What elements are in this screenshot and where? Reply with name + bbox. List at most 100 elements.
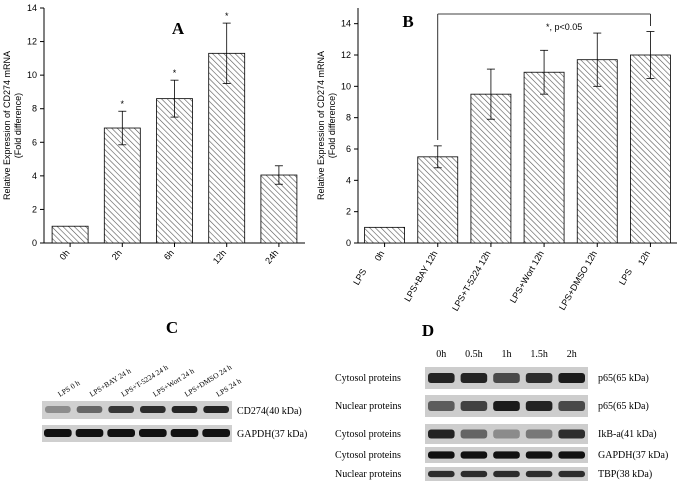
- band: [428, 401, 455, 411]
- y-axis-label: (Fold difference): [13, 93, 23, 158]
- band-gapdh: [107, 429, 135, 437]
- y-tick-label: 10: [27, 70, 37, 80]
- band: [460, 401, 488, 411]
- band: [428, 470, 455, 478]
- band-gapdh: [170, 429, 199, 437]
- bar: [576, 59, 618, 244]
- y-tick-label: 8: [346, 113, 351, 123]
- x-tick-label: 6h: [162, 248, 176, 262]
- band: [428, 451, 455, 459]
- y-tick-label: 6: [346, 144, 351, 154]
- row-left-label: Nuclear proteins: [335, 401, 401, 412]
- y-axis-label: Relative Expression of CD274 mRNA: [316, 51, 326, 200]
- y-tick-label: 14: [341, 19, 351, 29]
- timepoint-label: 2h: [567, 349, 577, 360]
- bar: [51, 225, 89, 244]
- y-tick-label: 12: [341, 50, 351, 60]
- y-axis-label: Relative Expression of CD274 mRNA: [2, 51, 12, 200]
- band-cd274: [171, 406, 198, 413]
- blot-d: D0h 0.5h 1h 1.5h 2h Cytosol proteins p65(65 kD…: [335, 321, 668, 481]
- row-label: GAPDH(37 kDa): [237, 429, 307, 440]
- y-tick-label: 2: [32, 204, 37, 214]
- row-left-label: Cytosol proteins: [335, 450, 401, 461]
- band: [428, 373, 455, 383]
- row-right-label: IkB-a(41 kDa): [598, 429, 657, 440]
- band: [525, 451, 553, 459]
- band-gapdh: [202, 429, 230, 437]
- band-gapdh: [44, 429, 72, 437]
- row-left-label: Nuclear proteins: [335, 469, 401, 480]
- band: [558, 373, 585, 383]
- y-tick-label: 14: [27, 3, 37, 13]
- band: [493, 451, 520, 459]
- panel-label-d: D: [422, 321, 434, 340]
- significance-mark: *: [121, 99, 125, 109]
- bar: [523, 71, 565, 244]
- band: [493, 401, 520, 411]
- band-cd274: [108, 406, 134, 413]
- row-left-label: Cytosol proteins: [335, 429, 401, 440]
- y-tick-label: 4: [32, 171, 37, 181]
- band-cd274: [203, 406, 229, 413]
- lane-label: LPS 24 h: [214, 376, 243, 399]
- timepoint-label: 1.5h: [530, 349, 548, 360]
- band: [460, 451, 488, 459]
- significance-mark: *: [173, 68, 177, 78]
- band-cd274: [140, 406, 166, 413]
- x-tick-label: 0h: [373, 249, 387, 263]
- chart-b: 0 2 4 6 8 10 12 14 Relative Expression of CD274 …: [316, 8, 677, 313]
- x-tick-label: LPS: [617, 267, 634, 287]
- x-tick-label: 12h: [211, 248, 228, 266]
- panel-label-c: C: [166, 318, 178, 337]
- lane-label: LPS 0 h: [56, 378, 81, 399]
- band: [460, 373, 488, 383]
- band: [558, 451, 585, 459]
- band: [558, 470, 585, 478]
- timepoint-label: 0h: [436, 349, 446, 360]
- x-tick-label: 24h: [263, 248, 280, 266]
- bar: [364, 226, 405, 244]
- band: [493, 470, 520, 478]
- bar: [103, 127, 141, 244]
- band: [428, 429, 455, 439]
- band: [460, 470, 488, 478]
- y-tick-label: 4: [346, 175, 351, 185]
- band: [460, 429, 488, 439]
- blot-strip: [425, 424, 588, 444]
- significance-mark: *: [225, 11, 229, 21]
- chart-a: 0 2 4 6 8 10 12 14 Relative Expression of CD274 …: [2, 3, 305, 266]
- band: [558, 429, 585, 439]
- band: [525, 401, 553, 411]
- bar: [630, 54, 671, 244]
- x-tick-label: 12h: [636, 249, 652, 267]
- y-tick-label: 2: [346, 207, 351, 217]
- band-cd274: [76, 406, 103, 413]
- band: [493, 373, 520, 383]
- x-tick-label: LPS+T-5224 12h: [450, 249, 493, 313]
- y-axis-label: (Fold difference): [327, 93, 337, 158]
- row-right-label: TBP(38 kDa): [598, 469, 652, 480]
- row-left-label: Cytosol proteins: [335, 373, 401, 384]
- band-cd274: [45, 406, 71, 413]
- band-gapdh: [139, 429, 167, 437]
- row-right-label: p65(65 kDa): [598, 373, 649, 384]
- y-tick-label: 0: [346, 238, 351, 248]
- x-tick-label: 2h: [110, 248, 124, 262]
- timepoint-label: 0.5h: [465, 349, 483, 360]
- row-right-label: p65(65 kDa): [598, 401, 649, 412]
- x-tick-label: LPS+Wort 12h: [508, 249, 546, 305]
- band: [525, 373, 553, 383]
- bar: [156, 98, 193, 244]
- row-label: CD274(40 kDa): [237, 406, 302, 417]
- x-tick-label: 0h: [58, 248, 72, 262]
- band: [493, 429, 520, 439]
- x-tick-label: LPS+BAY 12h: [402, 249, 439, 303]
- x-tick-label: LPS+DMSO 12h: [557, 249, 599, 312]
- y-tick-label: 6: [32, 137, 37, 147]
- x-tick-label: LPS: [351, 267, 368, 287]
- y-tick-label: 12: [27, 37, 37, 47]
- bar: [417, 156, 459, 244]
- row-right-label: GAPDH(37 kDa): [598, 450, 668, 461]
